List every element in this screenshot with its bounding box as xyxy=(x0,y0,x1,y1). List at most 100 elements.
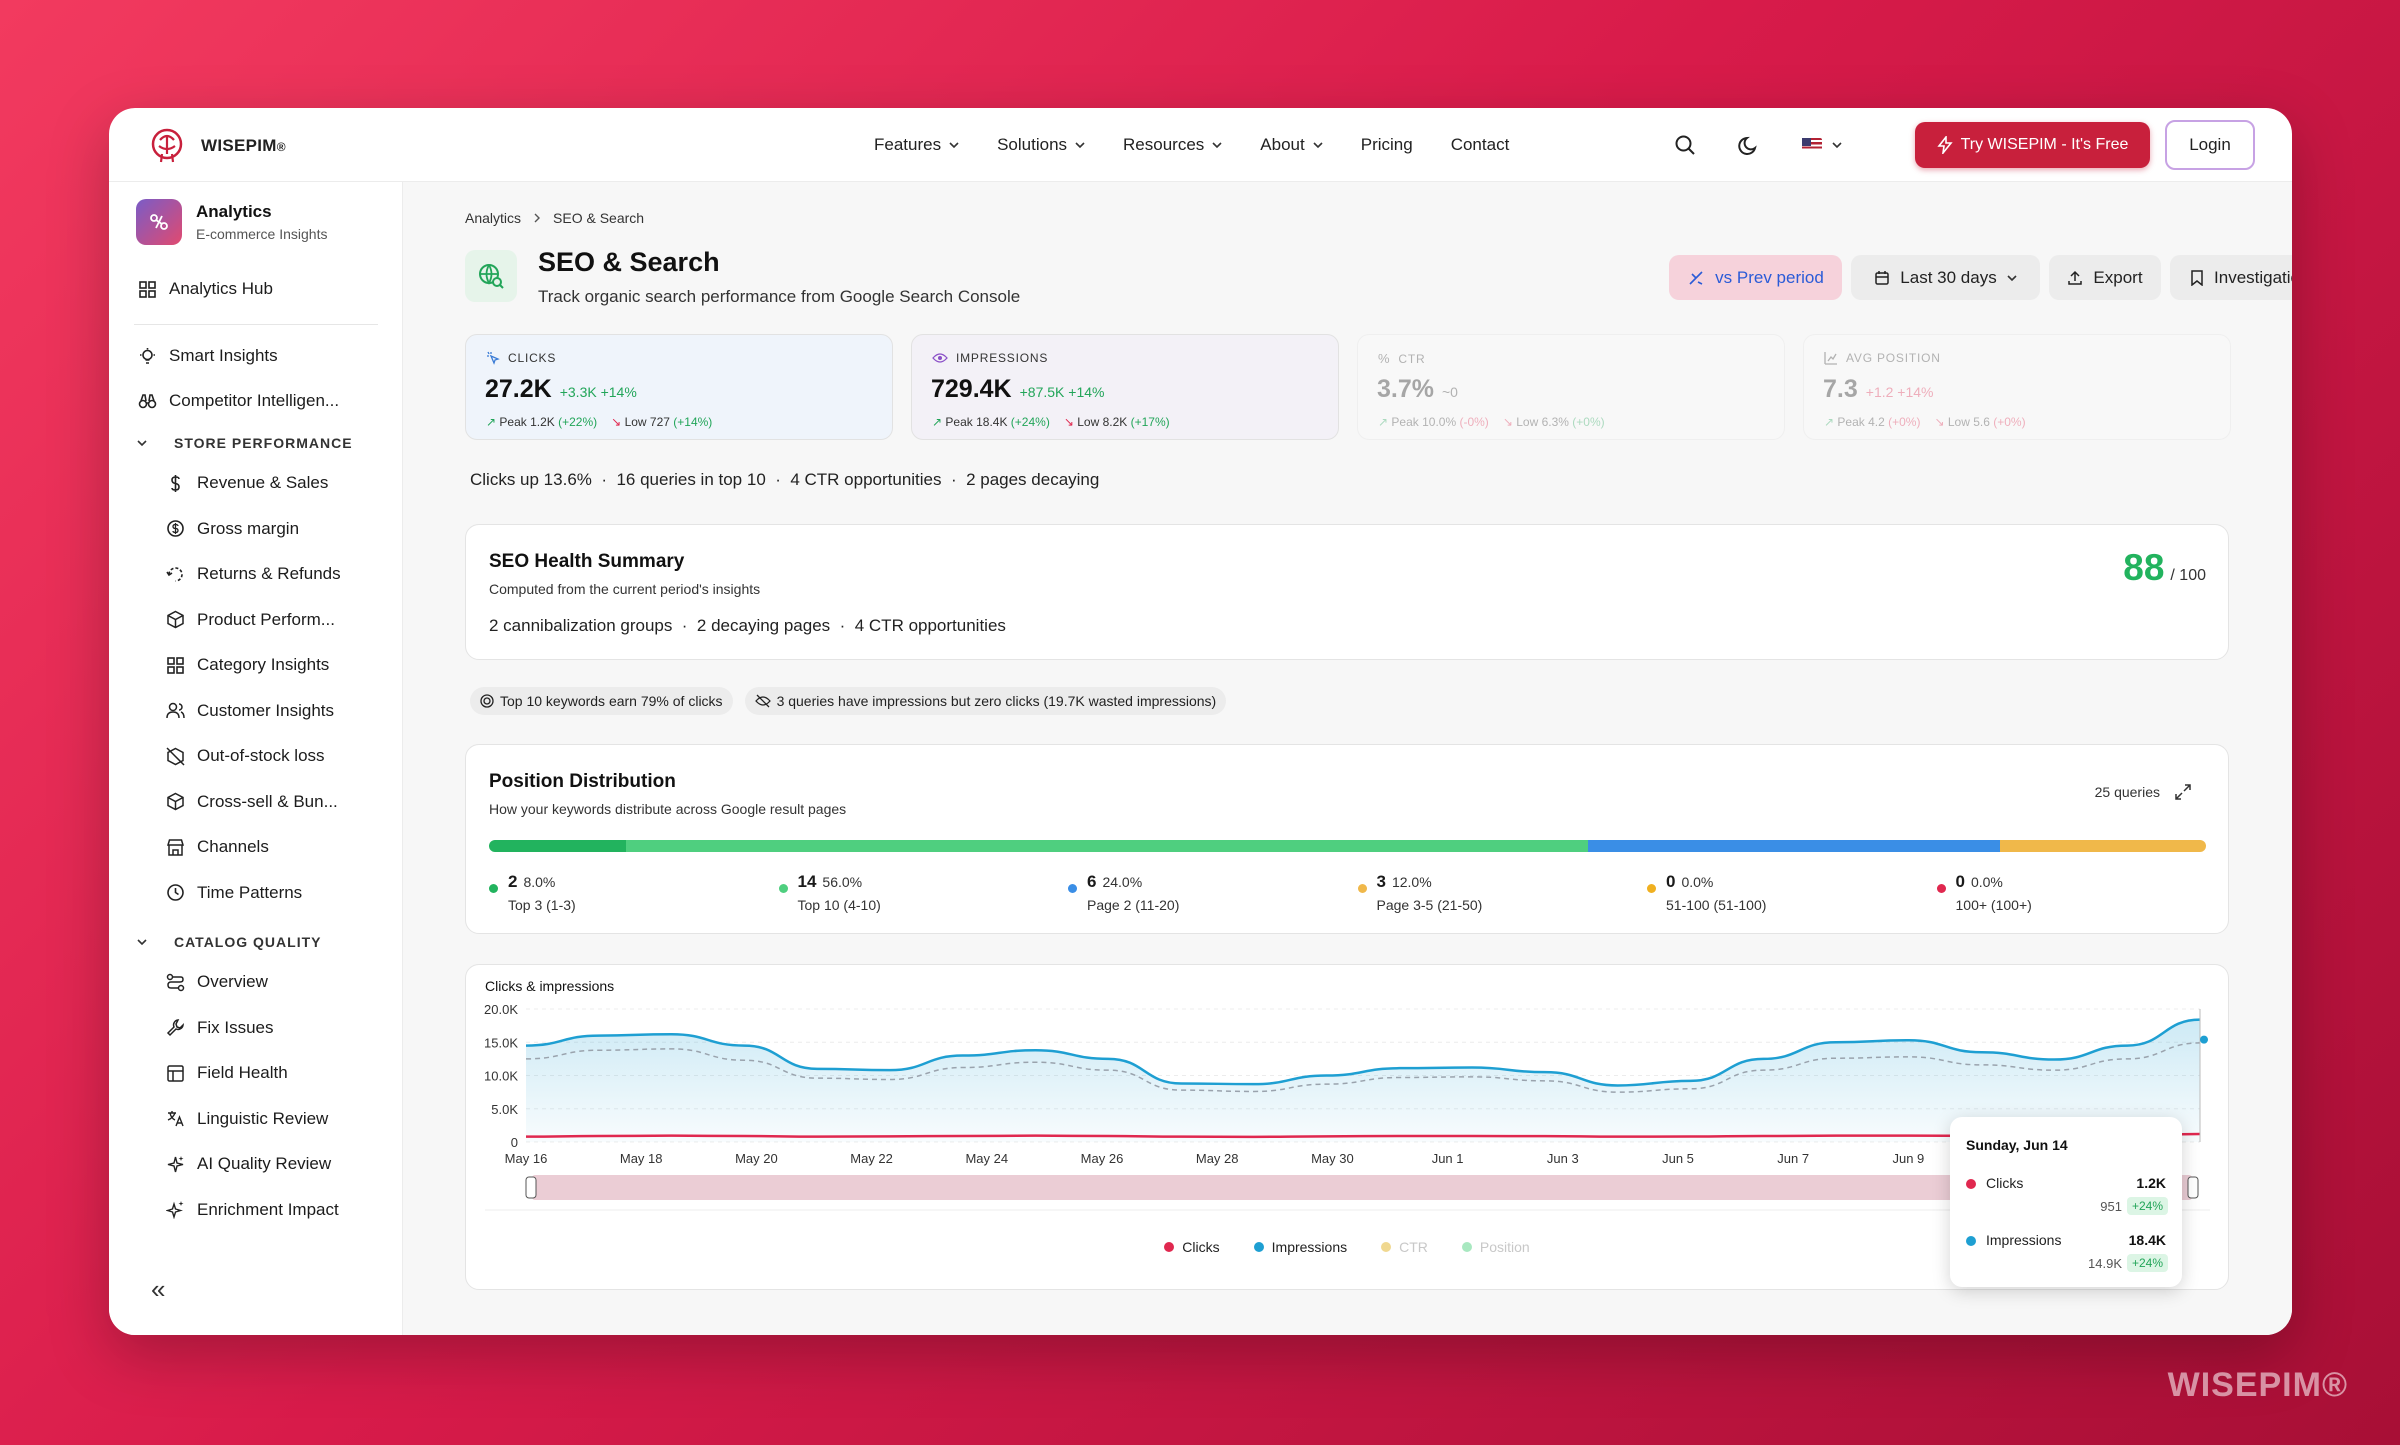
chevron-down-icon xyxy=(2007,274,2017,281)
sparkles-icon xyxy=(166,1201,184,1219)
package-icon xyxy=(167,792,184,811)
legend-dot xyxy=(1936,884,1946,893)
sidebar-item-field-health[interactable]: Field Health xyxy=(166,1063,288,1083)
sidebar-item-ai-quality-review[interactable]: AI Quality Review xyxy=(166,1154,331,1174)
sidebar-item-enrichment-impact[interactable]: Enrichment Impact xyxy=(166,1200,339,1220)
login-button[interactable]: Login xyxy=(2165,120,2255,170)
y-tick-label: 10.0K xyxy=(484,1069,518,1084)
section-catalog-quality[interactable]: CATALOG QUALITY xyxy=(136,934,321,950)
percent-icon: % xyxy=(1378,351,1391,366)
sidebar-header[interactable]: Analytics E-commerce Insights xyxy=(136,199,327,245)
y-tick-label: 15.0K xyxy=(484,1035,518,1050)
date-range-button[interactable]: Last 30 days xyxy=(1851,255,2040,300)
sidebar-divider xyxy=(134,324,378,325)
box-off-icon xyxy=(166,746,185,766)
nav-link-resources[interactable]: Resources xyxy=(1123,135,1222,155)
nav-link-pricing[interactable]: Pricing xyxy=(1361,135,1413,155)
page-subtitle: Track organic search performance from Go… xyxy=(538,287,1021,306)
health-details: 2 cannibalization groups · 2 decaying pa… xyxy=(489,616,1006,635)
sidebar-item-out-of-stock-loss[interactable]: Out-of-stock loss xyxy=(166,746,325,766)
sidebar-item-category-insights[interactable]: Category Insights xyxy=(166,655,329,675)
sidebar-item-product-perform[interactable]: Product Perform... xyxy=(166,610,335,630)
card-subtitle: Computed from the current period's insig… xyxy=(489,581,761,597)
legend-item-position[interactable]: Position xyxy=(1461,1239,1530,1255)
card-subtitle: How your keywords distribute across Goog… xyxy=(489,801,847,817)
compare-button[interactable]: vs Prev period xyxy=(1669,255,1842,300)
legend-item-ctr[interactable]: CTR xyxy=(1381,1239,1428,1255)
legend-dot xyxy=(1381,1242,1392,1252)
kpi-range: ↗ Peak 18.4K (+24%) ↘ Low 8.2K (+17%) xyxy=(932,415,1170,429)
watermark: WISEPIM® xyxy=(2167,1366,2348,1404)
cursor-click-icon xyxy=(487,351,500,365)
try-free-button[interactable]: Try WISEPIM - It's Free xyxy=(1915,122,2150,168)
position-distribution-card: Position Distribution How your keywords … xyxy=(465,744,2229,934)
kpi-card-impressions[interactable]: IMPRESSIONS 729.4K +87.5K +14% ↗ Peak 18.… xyxy=(911,334,1339,440)
summary-line: Clicks up 13.6% · 16 queries in top 10 ·… xyxy=(470,470,1100,489)
insight-pill[interactable]: Top 10 keywords earn 79% of clicks xyxy=(470,687,733,715)
query-count: 25 queries xyxy=(2094,784,2160,800)
y-tick-label: 20.0K xyxy=(484,1002,518,1017)
sidebar-item-competitor-intelligence[interactable]: Competitor Intelligen... xyxy=(138,391,339,411)
sidebar-item-overview[interactable]: Overview xyxy=(166,972,268,992)
distribution-item: 6 24.0% Page 2 (11-20) xyxy=(1068,872,1179,913)
search-icon[interactable] xyxy=(1674,134,1696,156)
sidebar-item-label: Linguistic Review xyxy=(197,1108,329,1128)
sidebar-item-customer-insights[interactable]: Customer Insights xyxy=(166,701,334,721)
sidebar-item-revenue-sales[interactable]: Revenue & Sales xyxy=(166,473,328,493)
sidebar-item-label: Category Insights xyxy=(197,655,330,674)
nav-link-contact[interactable]: Contact xyxy=(1451,135,1510,155)
sidebar-item-time-patterns[interactable]: Time Patterns xyxy=(166,883,302,903)
chart-title: Clicks & impressions xyxy=(485,978,615,994)
legend-dot xyxy=(1966,1179,1976,1189)
insight-pill[interactable]: 3 queries have impressions but zero clic… xyxy=(744,687,1227,715)
chart-legend: Clicks Impressions CTR Position xyxy=(466,1239,2228,1255)
globe-search-icon xyxy=(465,250,517,302)
kpi-card-clicks[interactable]: CLICKS 27.2K +3.3K +14% ↗ Peak 1.2K (+22%… xyxy=(465,334,893,440)
legend-dot xyxy=(1966,1236,1976,1246)
nav-links: Features Solutions Resources About Pricing Co… xyxy=(874,108,1509,182)
collapse-sidebar-button[interactable]: « xyxy=(151,1274,166,1304)
sidebar-item-smart-insights[interactable]: Smart Insights xyxy=(138,346,278,366)
x-tick-label: May 18 xyxy=(620,1151,663,1166)
brand[interactable]: WISEPIM® xyxy=(147,126,286,166)
language-selector[interactable] xyxy=(1802,138,1842,152)
sidebar-item-channels[interactable]: Channels xyxy=(166,837,269,857)
sidebar-item-label: AI Quality Review xyxy=(197,1154,332,1173)
sidebar-item-label: Analytics Hub xyxy=(169,279,273,298)
expand-icon[interactable] xyxy=(2174,783,2192,801)
distribution-segment xyxy=(626,840,1588,852)
legend-item-clicks[interactable]: Clicks xyxy=(1164,1239,1220,1255)
brand-name: WISEPIM® xyxy=(201,136,286,155)
distribution-segment xyxy=(489,840,627,852)
breadcrumb-analytics[interactable]: Analytics xyxy=(465,210,522,226)
sidebar-item-label: Time Patterns xyxy=(197,882,303,902)
kpi-card-ctr[interactable]: % CTR 3.7% ~0 ↗ Peak 10.0% (-0%) ↘ Low 6.… xyxy=(1357,334,1785,440)
legend-dot xyxy=(1357,884,1367,893)
flow-icon xyxy=(166,973,185,991)
moon-icon[interactable] xyxy=(1738,134,1760,156)
sidebar-item-cross-sell-bun[interactable]: Cross-sell & Bun... xyxy=(166,792,338,812)
nav-link-solutions[interactable]: Solutions xyxy=(997,135,1085,155)
kpi-range: ↗ Peak 4.2 (+0%) ↘ Low 5.6 (+0%) xyxy=(1824,415,2026,429)
nav-link-about[interactable]: About xyxy=(1260,135,1323,155)
login-label: Login xyxy=(2189,135,2231,154)
nav-link-features[interactable]: Features xyxy=(874,135,959,155)
sidebar-item-analytics-hub[interactable]: Analytics Hub xyxy=(138,279,273,299)
insight-pills: Top 10 keywords earn 79% of clicks 3 que… xyxy=(470,687,1227,715)
investigations-button[interactable]: Investigations xyxy=(2170,255,2292,300)
grid-icon xyxy=(139,280,156,298)
section-store-performance[interactable]: STORE PERFORMANCE xyxy=(136,435,353,451)
legend-item-impressions[interactable]: Impressions xyxy=(1253,1239,1347,1255)
eye-icon xyxy=(932,353,948,363)
export-button[interactable]: Export xyxy=(2049,255,2161,300)
sidebar-item-gross-margin[interactable]: Gross margin xyxy=(166,519,299,539)
hover-point xyxy=(2200,1035,2208,1044)
sidebar-item-fix-issues[interactable]: Fix Issues xyxy=(166,1018,274,1038)
sidebar-item-linguistic-review[interactable]: Linguistic Review xyxy=(166,1109,328,1129)
try-free-label: Try WISEPIM - It's Free xyxy=(1960,136,2129,153)
legend-dot xyxy=(778,884,788,893)
chevron-down-icon xyxy=(1212,142,1222,149)
sidebar-item-returns-refunds[interactable]: Returns & Refunds xyxy=(166,564,341,584)
kpi-card-avg-position[interactable]: AVG POSITION 7.3 +1.2 +14% ↗ Peak 4.2 (+0… xyxy=(1803,334,2231,440)
nav-link-label: Contact xyxy=(1450,135,1510,154)
